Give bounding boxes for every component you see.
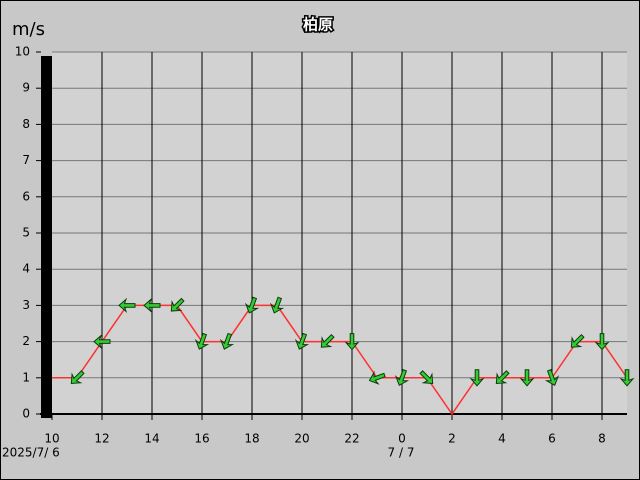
x-tick-label: 12 xyxy=(94,432,109,446)
wind-arrow xyxy=(294,332,310,350)
y-tick-label: 0 xyxy=(22,407,30,421)
wind-arrow xyxy=(143,297,161,314)
wind-arrow xyxy=(519,369,535,387)
wind-arrow xyxy=(118,297,136,314)
wind-arrow xyxy=(320,333,335,348)
plot-shadow xyxy=(41,56,52,418)
wind-arrow xyxy=(469,369,485,387)
x-tick-label: 4 xyxy=(498,432,506,446)
y-tick-label: 4 xyxy=(22,262,30,276)
y-tick-label: 2 xyxy=(22,334,30,348)
wind-arrow xyxy=(368,370,386,385)
wind-arrow xyxy=(170,297,185,312)
y-tick-label: 5 xyxy=(22,226,30,240)
wind-arrow xyxy=(419,370,434,385)
date-label: 7 / 7 xyxy=(388,446,415,460)
wind-arrow xyxy=(70,370,85,385)
y-tick-label: 6 xyxy=(22,189,30,203)
x-tick-label: 14 xyxy=(144,432,159,446)
x-tick-label: 18 xyxy=(244,432,259,446)
y-tick-label: 10 xyxy=(15,45,30,59)
wind-arrow xyxy=(495,370,510,385)
x-tick-label: 10 xyxy=(44,432,59,446)
wind-arrow xyxy=(394,369,410,387)
wind-arrow xyxy=(269,296,285,314)
y-tick-label: 3 xyxy=(22,298,30,312)
x-tick-label: 6 xyxy=(548,432,556,446)
wind-arrow xyxy=(219,332,235,350)
date-label: 2025/7/ 6 xyxy=(2,446,60,460)
x-tick-label: 20 xyxy=(294,432,309,446)
y-axis-label: m/s xyxy=(12,19,45,40)
x-tick-label: 22 xyxy=(344,432,359,446)
x-tick-label: 0 xyxy=(398,432,406,446)
wind-arrow xyxy=(93,333,111,350)
y-tick-label: 7 xyxy=(22,153,30,167)
wind-arrow xyxy=(619,369,635,387)
x-tick-label: 2 xyxy=(448,432,456,446)
x-tick-label: 8 xyxy=(598,432,606,446)
wind-arrow xyxy=(594,333,610,351)
chart-title: 柏原 xyxy=(303,16,333,34)
y-tick-label: 9 xyxy=(22,81,30,95)
wind-arrow xyxy=(244,296,260,314)
wind-arrow xyxy=(570,333,585,348)
wind-arrow xyxy=(544,369,560,387)
wind-arrow xyxy=(344,333,360,351)
x-tick-label: 16 xyxy=(194,432,209,446)
y-tick-label: 8 xyxy=(22,117,30,131)
y-tick-label: 1 xyxy=(22,370,30,384)
wind-arrow xyxy=(194,332,210,350)
